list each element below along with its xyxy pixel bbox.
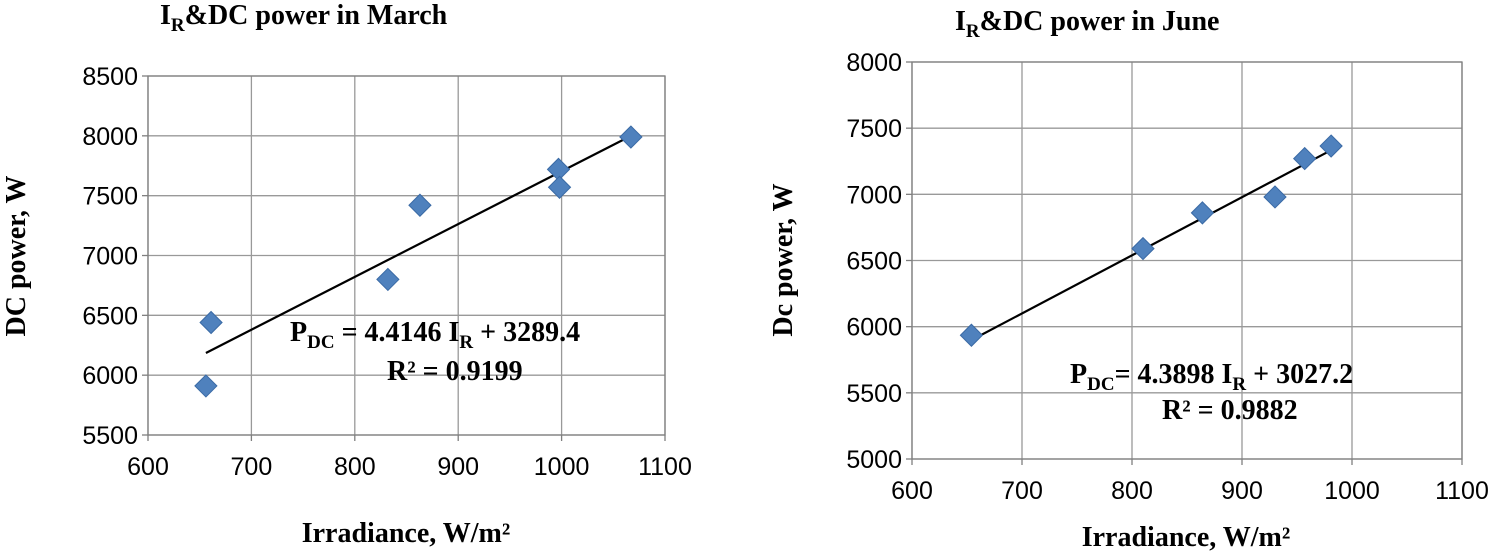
june-equation: PDC= 4.3898 IR + 3027.2 — [1070, 359, 1353, 395]
june-x-tick-label: 900 — [1221, 477, 1263, 505]
june-chart-title: IR&DC power in June — [955, 6, 1219, 42]
march-chart-title: IR&DC power in March — [160, 0, 448, 36]
march-y-tick-label: 6000 — [82, 362, 138, 390]
march-y-tick-label: 8000 — [82, 123, 138, 151]
march-y-tick-label: 7500 — [82, 183, 138, 211]
march-r-squared: R² = 0.9199 — [387, 356, 523, 387]
march-data-point — [547, 175, 572, 199]
june-y-axis-label: Dc power, W — [768, 183, 799, 336]
june-data-point — [1319, 134, 1343, 158]
march-y-ticks: 5500 6000 6500 7000 7500 8000 8500 — [82, 63, 148, 450]
march-x-tick-label: 700 — [231, 453, 273, 481]
march-x-axis-label: Irradiance, W/m² — [302, 518, 511, 549]
june-y-tick-label: 7000 — [846, 181, 902, 209]
june-y-tick-label: 5000 — [846, 446, 902, 474]
june-data-points — [959, 134, 1343, 347]
june-data-point — [959, 323, 984, 347]
june-x-tick-label: 800 — [1111, 477, 1153, 505]
march-data-point — [199, 310, 223, 335]
march-x-tick-label: 800 — [334, 453, 376, 481]
june-data-point — [1131, 236, 1155, 261]
june-y-tick-label: 8000 — [846, 49, 902, 77]
march-x-tick-label: 600 — [127, 453, 169, 481]
june-y-tick-label: 7500 — [846, 115, 902, 143]
march-x-tick-label: 1100 — [638, 453, 692, 481]
march-x-tick-label: 900 — [437, 453, 479, 481]
june-x-axis-label: Irradiance, W/m² — [1082, 522, 1291, 553]
june-data-point — [1292, 146, 1317, 171]
march-y-tick-label: 6500 — [82, 302, 138, 330]
march-data-point — [408, 193, 432, 217]
march-y-tick-label: 7000 — [82, 243, 138, 271]
june-y-tick-label: 6000 — [846, 314, 902, 342]
march-x-ticks: 600 700 800 900 1000 1100 — [127, 435, 692, 481]
june-data-point — [1190, 201, 1215, 225]
march-data-point — [376, 267, 400, 292]
june-data-point — [1263, 185, 1287, 209]
june-x-tick-label: 1100 — [1435, 477, 1489, 505]
march-y-tick-label: 8500 — [82, 63, 138, 91]
march-x-tick-label: 1000 — [534, 453, 590, 481]
june-x-tick-label: 700 — [1001, 477, 1043, 505]
june-r-squared: R² = 0.9882 — [1162, 395, 1298, 426]
march-data-points — [194, 125, 643, 398]
march-y-axis-label: DC power, W — [1, 175, 32, 336]
june-y-tick-label: 5500 — [846, 380, 902, 408]
march-equation: PDC = 4.4146 IR + 3289.4 — [290, 317, 580, 353]
june-x-ticks: 600 700 800 900 1000 1100 — [891, 459, 1489, 505]
june-y-tick-label: 6500 — [846, 248, 902, 276]
march-y-tick-label: 5500 — [82, 422, 138, 450]
june-y-ticks: 5000 5500 6000 6500 7000 7500 8000 — [846, 49, 912, 474]
march-data-point — [619, 125, 643, 149]
march-data-point — [194, 374, 218, 398]
june-x-tick-label: 1000 — [1324, 477, 1380, 505]
june-x-tick-label: 600 — [891, 477, 933, 505]
